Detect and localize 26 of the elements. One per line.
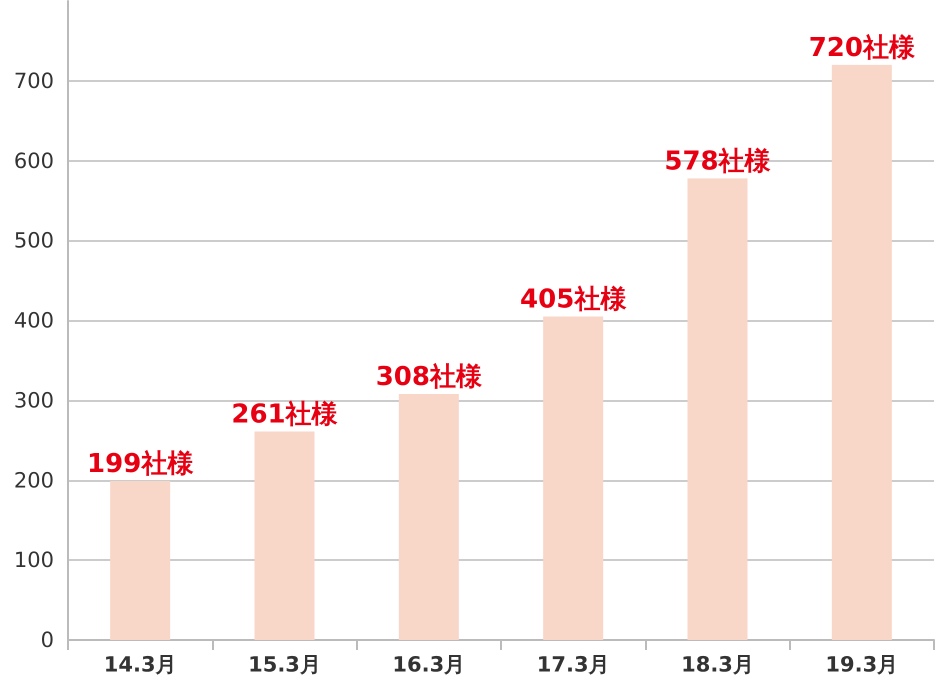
y-tick-label: 700 [14,68,54,93]
data-label: 199社様 [87,449,194,480]
y-tick-label: 600 [14,148,54,173]
y-tick-label: 500 [14,228,54,253]
data-label: 261社様 [231,400,339,430]
bar [110,481,170,640]
data-label: 405社様 [520,284,628,315]
x-tick-label: 16.3月 [392,652,466,676]
x-tick-label: 19.3月 [825,652,898,676]
y-tick-label: 300 [14,388,54,412]
data-label: 308社様 [376,362,483,392]
x-tick-label: 14.3月 [104,652,177,676]
bar [543,316,604,640]
y-tick-label: 0 [40,628,54,652]
bar [398,394,459,640]
bar [254,432,314,640]
data-label: 720社様 [808,32,916,63]
x-tick-label: 17.3月 [536,652,610,676]
x-tick-label: 15.3月 [248,652,321,676]
data-label: 578社様 [664,146,772,176]
y-tick-label: 100 [14,548,54,572]
y-tick-label: 200 [14,468,54,492]
y-tick-label: 400 [14,308,54,332]
bar [832,64,892,640]
bar [688,178,748,640]
x-tick-label: 18.3月 [681,652,754,676]
